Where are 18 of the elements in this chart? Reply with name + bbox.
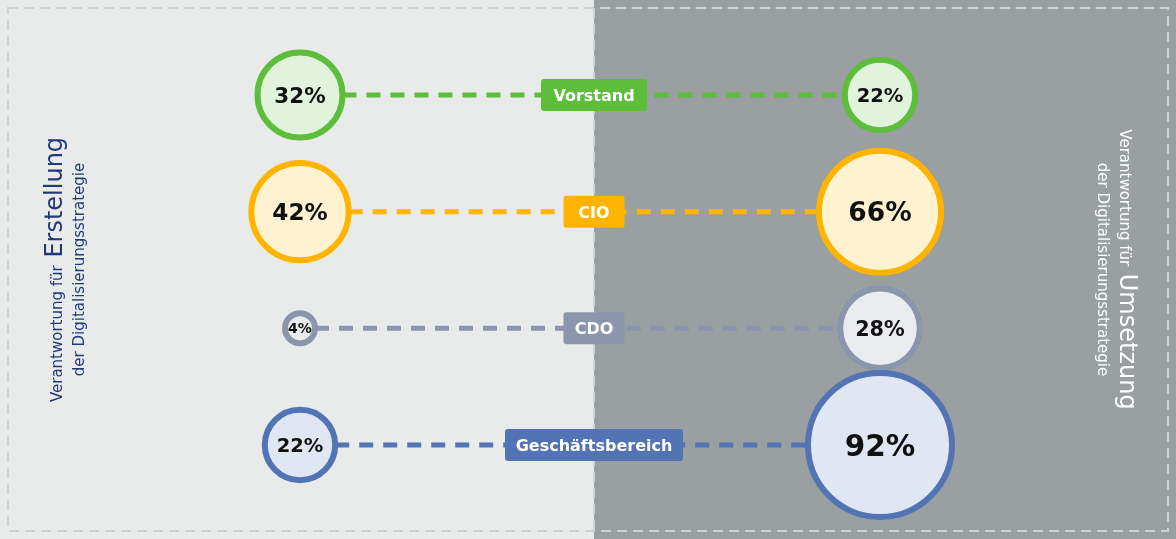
- percent-circle: 32%: [254, 49, 346, 141]
- category-label: Geschäftsbereich: [515, 436, 673, 455]
- data-label: 22%: [276, 434, 324, 458]
- data-label: 28%: [855, 316, 906, 341]
- category-label: CIO: [578, 202, 610, 222]
- data-label: 66%: [848, 196, 912, 228]
- data-label: 22%: [856, 84, 904, 108]
- percent-circle: 22%: [841, 56, 919, 134]
- data-label: 32%: [274, 82, 326, 108]
- data-label: 92%: [844, 428, 916, 463]
- percent-circle: 92%: [805, 370, 955, 520]
- percent-circle: 42%: [248, 160, 352, 264]
- percent-circle: 4%: [282, 310, 318, 347]
- data-label: 42%: [272, 199, 328, 225]
- percent-circle: 66%: [816, 147, 944, 276]
- category-label: CDO: [574, 319, 614, 339]
- data-label: 4%: [288, 320, 312, 337]
- category-label: Vorstand: [553, 86, 635, 105]
